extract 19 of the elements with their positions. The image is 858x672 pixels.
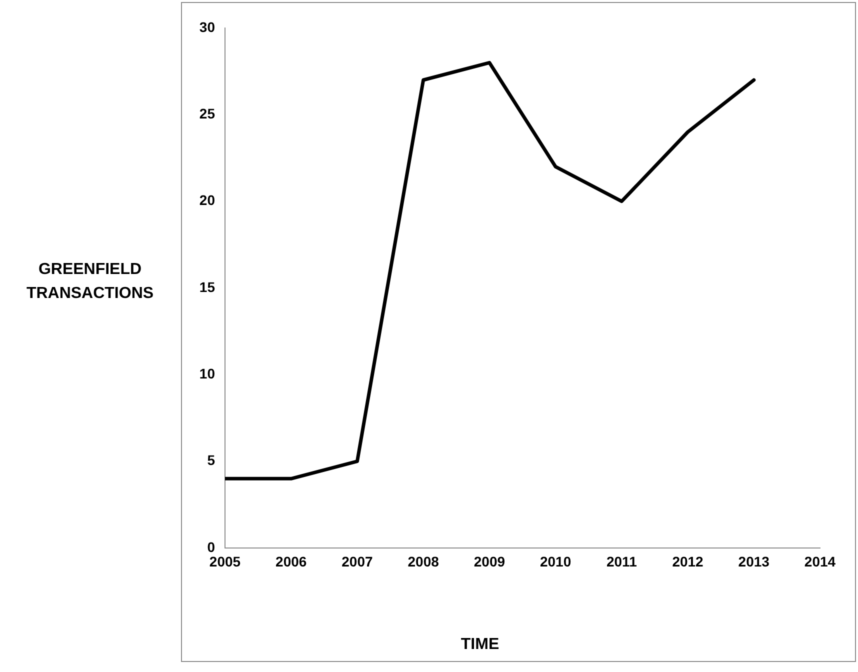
x-axis-title: TIME [460, 636, 500, 654]
x-tick-label: 2007 [342, 553, 374, 570]
x-tick-label: 2014 [804, 553, 836, 570]
x-tick-label: 2009 [474, 553, 506, 570]
y-tick-label: 15 [199, 278, 216, 295]
x-tick-label: 2005 [209, 553, 241, 570]
y-tick-label: 0 [207, 538, 216, 555]
y-tick-label: 25 [199, 106, 216, 122]
x-tick-label: 2011 [606, 553, 638, 570]
y-axis-title: GREENFIELD TRANSACTIONS [25, 260, 155, 304]
y-tick-label: 20 [199, 192, 216, 208]
x-tick-label: 2012 [672, 553, 704, 570]
y-tick-label: 5 [207, 452, 216, 468]
y-tick-label: 30 [199, 18, 216, 35]
x-tick-label: 2013 [738, 553, 770, 570]
x-tick-label: 2010 [540, 553, 572, 570]
x-tick-label: 2006 [276, 553, 307, 570]
y-tick-label: 10 [199, 366, 216, 382]
x-tick-label: 2008 [408, 553, 440, 570]
